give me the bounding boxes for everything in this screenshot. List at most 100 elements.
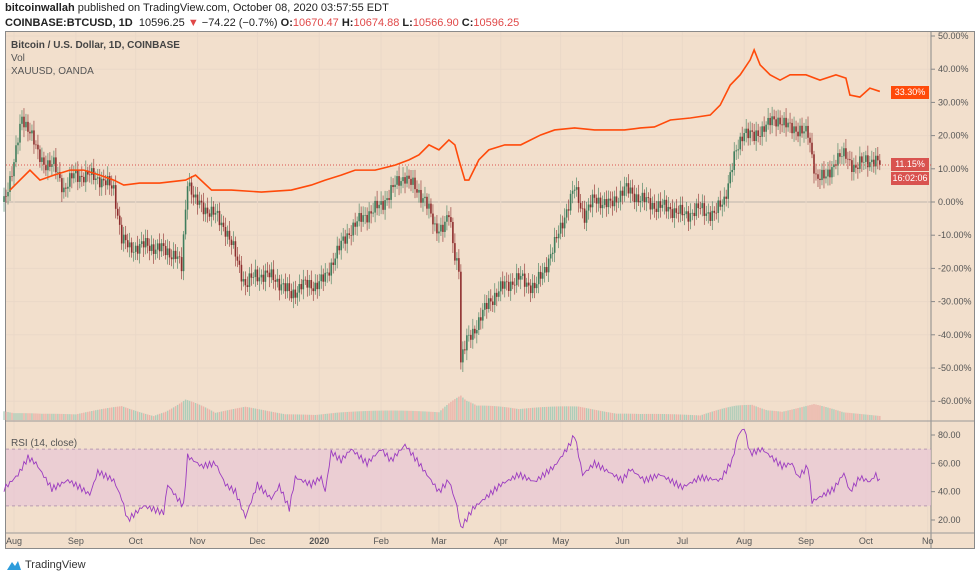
candle (757, 130, 759, 137)
candle (414, 177, 416, 190)
volume-bar (138, 412, 141, 420)
volume-bar (194, 402, 197, 420)
candle (360, 212, 362, 222)
candle (31, 130, 33, 134)
volume-bar (344, 412, 346, 420)
candle (11, 176, 13, 177)
candle (717, 200, 720, 213)
volume-bar (358, 411, 360, 420)
candle (156, 243, 159, 250)
volume-bar (89, 411, 91, 420)
candle (657, 201, 660, 212)
candle (763, 126, 765, 132)
volume-bar (506, 407, 508, 420)
volume-bar (85, 412, 87, 420)
y-tick-label: -40.00% (938, 330, 972, 340)
candle (314, 282, 317, 292)
candle (639, 200, 642, 203)
legend-main[interactable]: Bitcoin / U.S. Dollar, 1D, COINBASE (11, 40, 180, 51)
candle (765, 124, 767, 132)
legend-vol[interactable]: Vol (11, 53, 25, 64)
candle (374, 200, 376, 213)
volume-bar (250, 407, 253, 420)
candle (446, 215, 448, 222)
candle (130, 242, 133, 253)
candle (254, 269, 257, 277)
author: bitcoinwallah (5, 2, 75, 14)
volume-bar (867, 414, 869, 420)
candle (625, 183, 628, 187)
rsi-tick-label: 60.00 (938, 458, 961, 468)
volume-bar (372, 410, 374, 420)
candle (91, 168, 93, 175)
btc-price-badge: 11.15% (891, 158, 929, 171)
volume-bar (699, 415, 701, 420)
volume-bar (414, 410, 416, 420)
volume-bar (739, 405, 741, 420)
volume-bar (200, 405, 203, 420)
volume-bar (442, 408, 444, 420)
volume-bar (488, 405, 490, 420)
volume-bar (625, 413, 628, 420)
volume-bar (669, 414, 672, 420)
volume-bar (204, 407, 207, 420)
candle (122, 234, 125, 244)
volume-bar (190, 401, 193, 420)
volume-bar (15, 413, 17, 420)
candle (200, 200, 203, 203)
candle (721, 204, 724, 207)
candle (112, 185, 115, 189)
y-tick-label: 20.00% (938, 131, 969, 141)
volume-bar (338, 412, 340, 420)
candle (266, 270, 269, 273)
tradingview-logo[interactable]: TradingView (6, 559, 86, 571)
volume-bar (404, 410, 406, 420)
candle (683, 214, 686, 216)
tradingview-logo-icon (7, 561, 21, 570)
candle (300, 284, 303, 290)
volume-bar (773, 410, 775, 420)
y-tick-label: 50.00% (938, 31, 969, 41)
volume-bar (350, 411, 352, 420)
candle (685, 211, 688, 215)
candle (689, 213, 692, 222)
volume-bar (346, 411, 348, 420)
candle (432, 213, 434, 225)
legend-compare[interactable]: XAUUSD, OANDA (11, 66, 94, 77)
candle (108, 176, 111, 186)
volume-bar (492, 405, 494, 420)
candle (633, 193, 636, 203)
volume-bar (23, 413, 25, 420)
volume-bar (611, 412, 614, 420)
candle (73, 173, 75, 179)
legend-rsi[interactable]: RSI (14, close) (11, 438, 78, 449)
volume-bar (815, 404, 817, 420)
y-tick-label: -30.00% (938, 297, 972, 307)
volume-bar (286, 414, 289, 420)
volume-bar (144, 413, 147, 420)
volume-bar (57, 413, 59, 420)
candle (797, 131, 799, 137)
candle (751, 130, 753, 132)
candle (563, 217, 566, 229)
candle (268, 272, 271, 278)
candle (19, 123, 21, 143)
candle (857, 167, 859, 169)
volume-bar (324, 413, 326, 420)
candle (845, 148, 847, 159)
volume-bar (356, 411, 358, 420)
candle (214, 212, 217, 215)
candle (843, 148, 845, 157)
candle (681, 204, 684, 216)
candle (118, 215, 121, 225)
volume-bar (300, 414, 302, 420)
candle (781, 124, 783, 126)
volume-bar (51, 413, 53, 420)
volume-bar (25, 413, 27, 420)
candle (492, 301, 494, 305)
volume-bar (629, 413, 632, 420)
volume-bar (559, 406, 562, 420)
candle (827, 169, 829, 177)
candle (13, 162, 15, 177)
